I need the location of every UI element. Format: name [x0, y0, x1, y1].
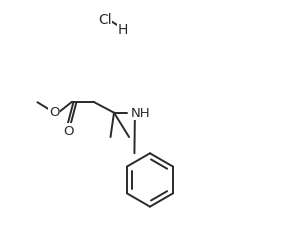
Text: NH: NH: [130, 107, 150, 120]
Text: H: H: [118, 23, 128, 37]
Text: O: O: [63, 124, 74, 137]
Text: Cl: Cl: [98, 13, 112, 27]
Text: O: O: [49, 106, 59, 119]
